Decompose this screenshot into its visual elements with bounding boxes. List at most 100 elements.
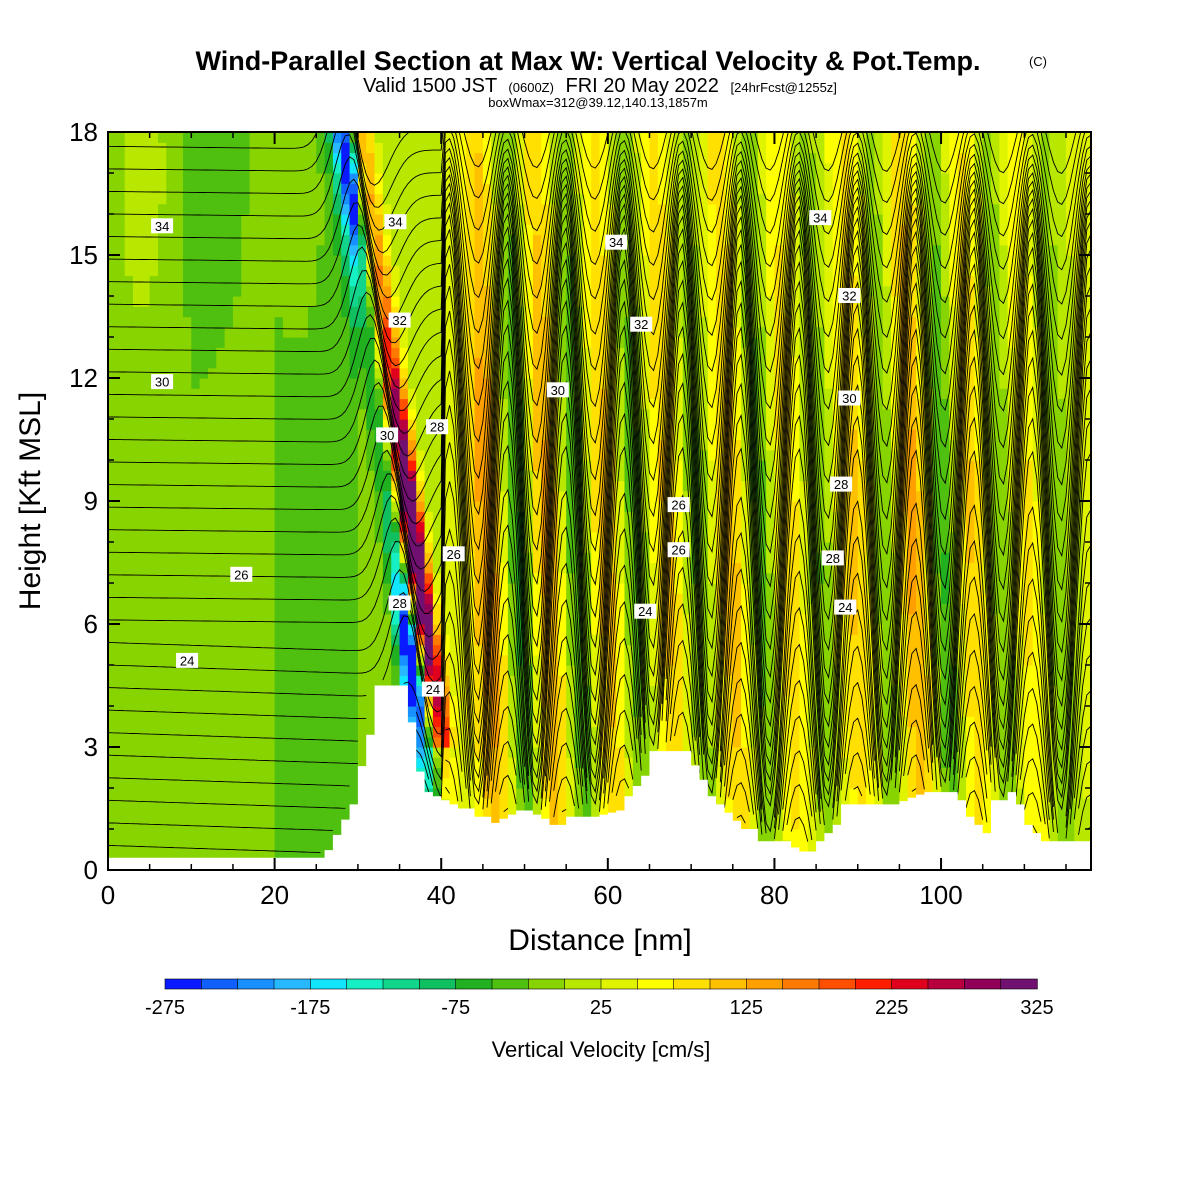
field-cell <box>566 644 576 656</box>
field-cell <box>232 706 242 717</box>
field-cell <box>424 285 434 297</box>
field-cell <box>557 337 567 348</box>
field-cell <box>249 316 259 328</box>
field-cell <box>349 203 359 215</box>
field-cell <box>224 296 234 307</box>
field-cell <box>266 326 276 338</box>
field-cell <box>399 675 409 687</box>
field-cell <box>291 788 301 799</box>
field-cell <box>257 132 267 143</box>
field-cell <box>641 767 651 779</box>
field-cell <box>132 398 142 410</box>
field-cell <box>457 665 467 676</box>
field-cell <box>332 808 342 820</box>
field-cell <box>274 357 284 369</box>
field-cell <box>191 398 201 410</box>
field-cell <box>407 234 417 246</box>
field-cell <box>282 429 292 441</box>
field-cell <box>266 767 276 779</box>
field-cell <box>391 234 401 246</box>
field-cell <box>324 162 334 174</box>
field-cell <box>649 552 659 564</box>
field-cell <box>191 829 201 840</box>
field-cell <box>149 829 159 840</box>
field-cell <box>324 706 334 717</box>
field-cell <box>524 326 534 338</box>
field-cell <box>657 347 667 359</box>
field-cell <box>166 613 176 625</box>
field-cell <box>482 552 492 564</box>
field-cell <box>374 275 384 287</box>
field-cell <box>307 470 317 482</box>
field-cell <box>116 285 126 297</box>
field-cell <box>674 480 684 492</box>
field-cell <box>241 470 251 482</box>
field-cell <box>491 654 501 666</box>
field-cell <box>191 490 201 502</box>
field-cell <box>307 613 317 625</box>
field-cell <box>616 716 626 728</box>
field-cell <box>307 306 317 318</box>
field-cell <box>407 419 417 430</box>
field-cell <box>407 542 417 553</box>
field-cell <box>366 695 376 707</box>
field-cell <box>641 255 651 266</box>
field-cell <box>574 193 584 205</box>
field-cell <box>257 624 267 635</box>
field-cell <box>257 798 267 810</box>
field-cell <box>124 132 134 143</box>
field-cell <box>632 593 642 605</box>
field-cell <box>307 665 317 676</box>
field-cell <box>274 337 284 348</box>
field-cell <box>232 501 242 512</box>
field-cell <box>149 788 159 799</box>
field-cell <box>516 265 526 277</box>
field-cell <box>166 501 176 512</box>
field-cell <box>449 757 459 769</box>
field-cell <box>474 685 484 697</box>
field-cell <box>291 265 301 277</box>
field-cell <box>341 716 351 728</box>
field-cell <box>624 398 634 410</box>
field-cell <box>157 798 167 810</box>
field-cell <box>541 501 551 512</box>
field-cell <box>149 316 159 328</box>
field-cell <box>491 439 501 451</box>
field-cell <box>507 798 517 810</box>
field-cell <box>582 767 592 779</box>
field-cell <box>591 511 601 523</box>
field-cell <box>191 460 201 471</box>
field-cell <box>266 244 276 256</box>
field-cell <box>532 613 542 625</box>
field-cell <box>349 603 359 615</box>
field-cell <box>524 572 534 584</box>
field-cell <box>682 665 692 676</box>
field-cell <box>524 480 534 492</box>
field-cell <box>191 603 201 615</box>
field-cell <box>507 132 517 143</box>
field-cell <box>132 285 142 297</box>
field-cell <box>282 695 292 707</box>
field-cell <box>232 818 242 830</box>
field-cell <box>591 583 601 594</box>
field-cell <box>182 244 192 256</box>
field-cell <box>191 162 201 174</box>
field-cell <box>616 706 626 717</box>
field-cell <box>132 665 142 676</box>
field-cell <box>366 255 376 266</box>
field-cell <box>399 234 409 246</box>
field-cell <box>332 695 342 707</box>
field-cell <box>216 511 226 523</box>
field-cell <box>199 439 209 451</box>
field-cell <box>474 757 484 769</box>
field-cell <box>199 603 209 615</box>
field-cell <box>557 501 567 512</box>
field-cell <box>341 767 351 779</box>
field-cell <box>416 162 426 174</box>
field-cell <box>557 788 567 799</box>
field-cell <box>182 460 192 471</box>
field-cell <box>424 501 434 512</box>
field-cell <box>466 624 476 635</box>
field-cell <box>307 716 317 728</box>
field-cell <box>582 285 592 297</box>
